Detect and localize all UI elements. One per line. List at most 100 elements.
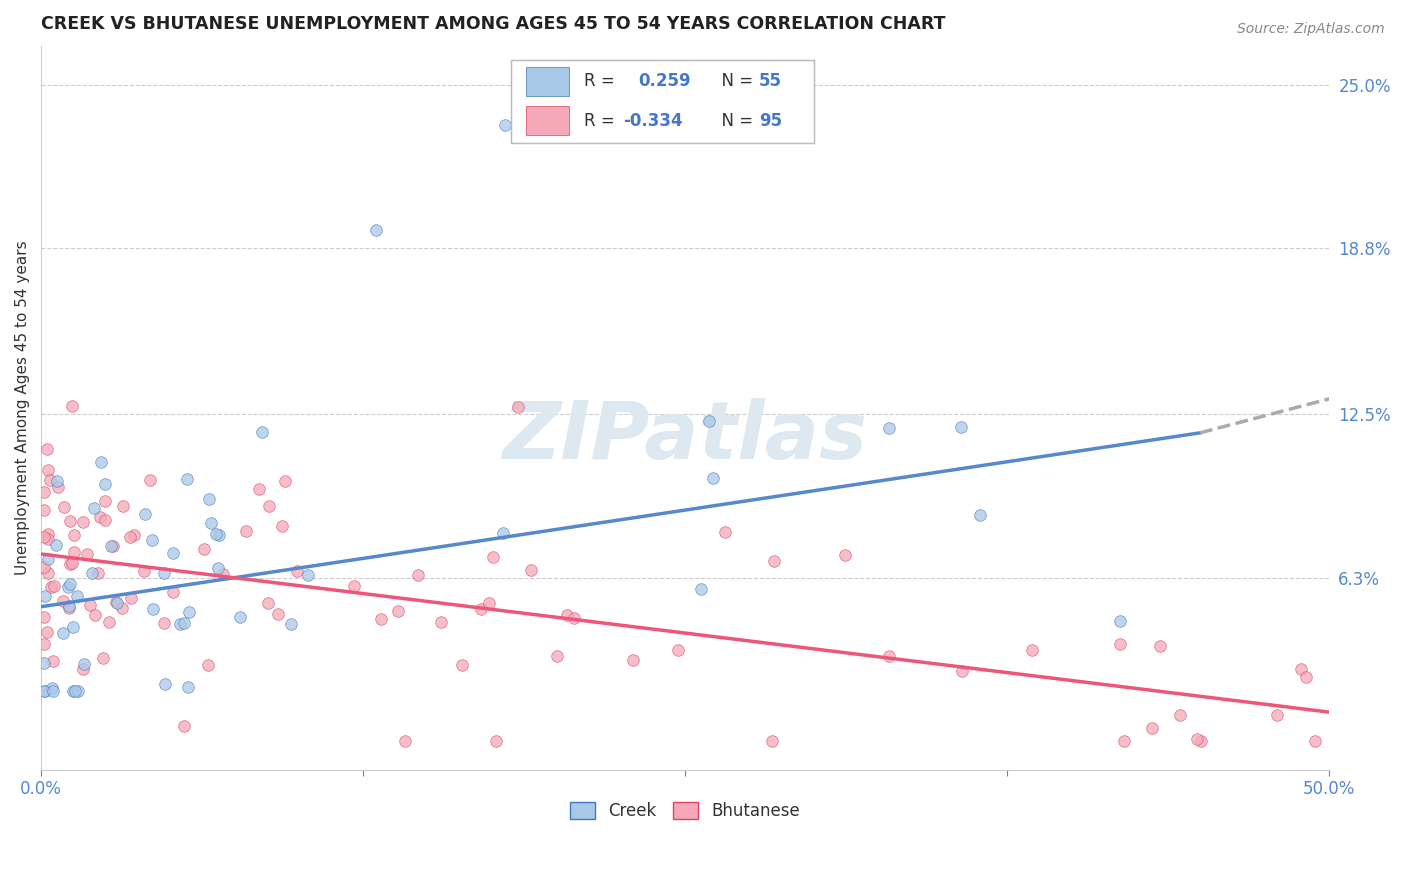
Point [105,596,128,610]
Point [297,568,319,582]
Text: CREEK VS BHUTANESE UNEMPLOYMENT AMONG AGES 45 TO 54 YEARS CORRELATION CHART: CREEK VS BHUTANESE UNEMPLOYMENT AMONG AG… [41,15,946,33]
Point [111,499,134,513]
Point [250,425,273,440]
Point [32,684,55,698]
Point [37,533,59,547]
Point [762,553,785,567]
Point [35,625,58,640]
Point [623,653,645,667]
Point [153,677,176,691]
Text: Source: ZipAtlas.com: Source: ZipAtlas.com [1237,22,1385,37]
Point [546,648,568,663]
Point [702,471,724,485]
Point [118,531,141,545]
Point [229,610,252,624]
Point [72,657,94,671]
Point [200,516,222,530]
Point [520,563,543,577]
Point [285,564,308,578]
Point [59,576,82,591]
Point [97,615,120,629]
Point [62,684,84,698]
Point [32,637,55,651]
Point [91,651,114,665]
Point [1187,732,1209,747]
Point [56,580,79,594]
Point [66,684,89,698]
Point [451,657,474,672]
Point [139,473,162,487]
Point [211,566,233,581]
Point [48,480,70,494]
Point [562,611,585,625]
Point [879,649,901,664]
Point [105,595,128,609]
Point [1109,637,1132,651]
Point [343,579,366,593]
Point [52,593,75,607]
Point [834,548,856,562]
Point [950,664,973,678]
Point [120,591,142,605]
Point [1265,707,1288,722]
Point [63,527,86,541]
Point [32,484,55,499]
Point [761,734,783,748]
Point [52,500,75,514]
Point [485,734,508,748]
Point [90,454,112,468]
Point [492,525,515,540]
Point [32,530,55,544]
Point [690,582,713,597]
Point [66,589,89,603]
Point [969,508,991,523]
Point [37,566,59,581]
Point [235,524,257,538]
Point [89,509,111,524]
Point [394,734,416,748]
Point [58,601,80,615]
Point [1289,662,1312,676]
Point [1189,734,1212,748]
Point [82,566,104,580]
Point [32,503,55,517]
Point [38,473,60,487]
Point [34,589,56,603]
Point [122,527,145,541]
Point [207,561,229,575]
Point [387,604,409,618]
Point [364,223,387,237]
Point [60,399,83,413]
Point [37,463,59,477]
Point [162,584,184,599]
Point [950,420,973,434]
Point [176,472,198,486]
Point [42,579,65,593]
Point [100,539,122,553]
Point [173,719,195,733]
Point [470,602,492,616]
Point [1109,615,1132,629]
Point [877,421,900,435]
Point [274,474,297,488]
Point [152,566,174,581]
Point [177,680,200,694]
Point [666,642,689,657]
Point [62,620,84,634]
Point [32,609,55,624]
Point [193,541,215,556]
Point [34,684,56,698]
Point [697,414,720,428]
Point [555,608,578,623]
Point [83,501,105,516]
Point [1114,734,1136,748]
Point [59,558,82,572]
Point [141,602,163,616]
Point [132,564,155,578]
Point [208,528,231,542]
Point [270,518,292,533]
Point [42,654,65,668]
Point [257,499,280,513]
Point [197,657,219,672]
Point [1170,707,1192,722]
